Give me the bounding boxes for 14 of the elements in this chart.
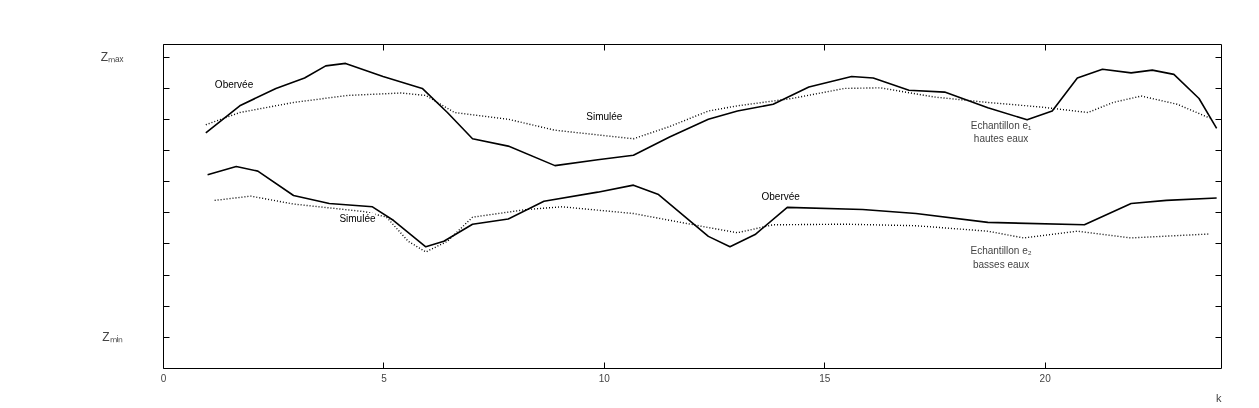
x-tick-label: 10	[598, 372, 611, 384]
series-label: Obervée	[761, 190, 801, 202]
series-label: Obervée	[214, 79, 254, 91]
x-tick-label: 20	[1039, 372, 1052, 384]
series-label: Simulée	[586, 111, 623, 122]
x-tick-label: 15	[819, 372, 831, 384]
series-label: Simulée	[339, 212, 376, 224]
text: Zₘₐₓ	[100, 50, 124, 65]
x-tick-label: 0	[160, 372, 167, 384]
x-axis-title: k	[1216, 391, 1222, 404]
annotation: Echantillon e₂ basses eaux	[970, 245, 1032, 270]
annotation: Echantillon e₁ hautes eaux	[970, 119, 1033, 144]
x-tick-label: 5	[381, 372, 388, 384]
text: Zₘᵢₙ	[102, 330, 124, 345]
